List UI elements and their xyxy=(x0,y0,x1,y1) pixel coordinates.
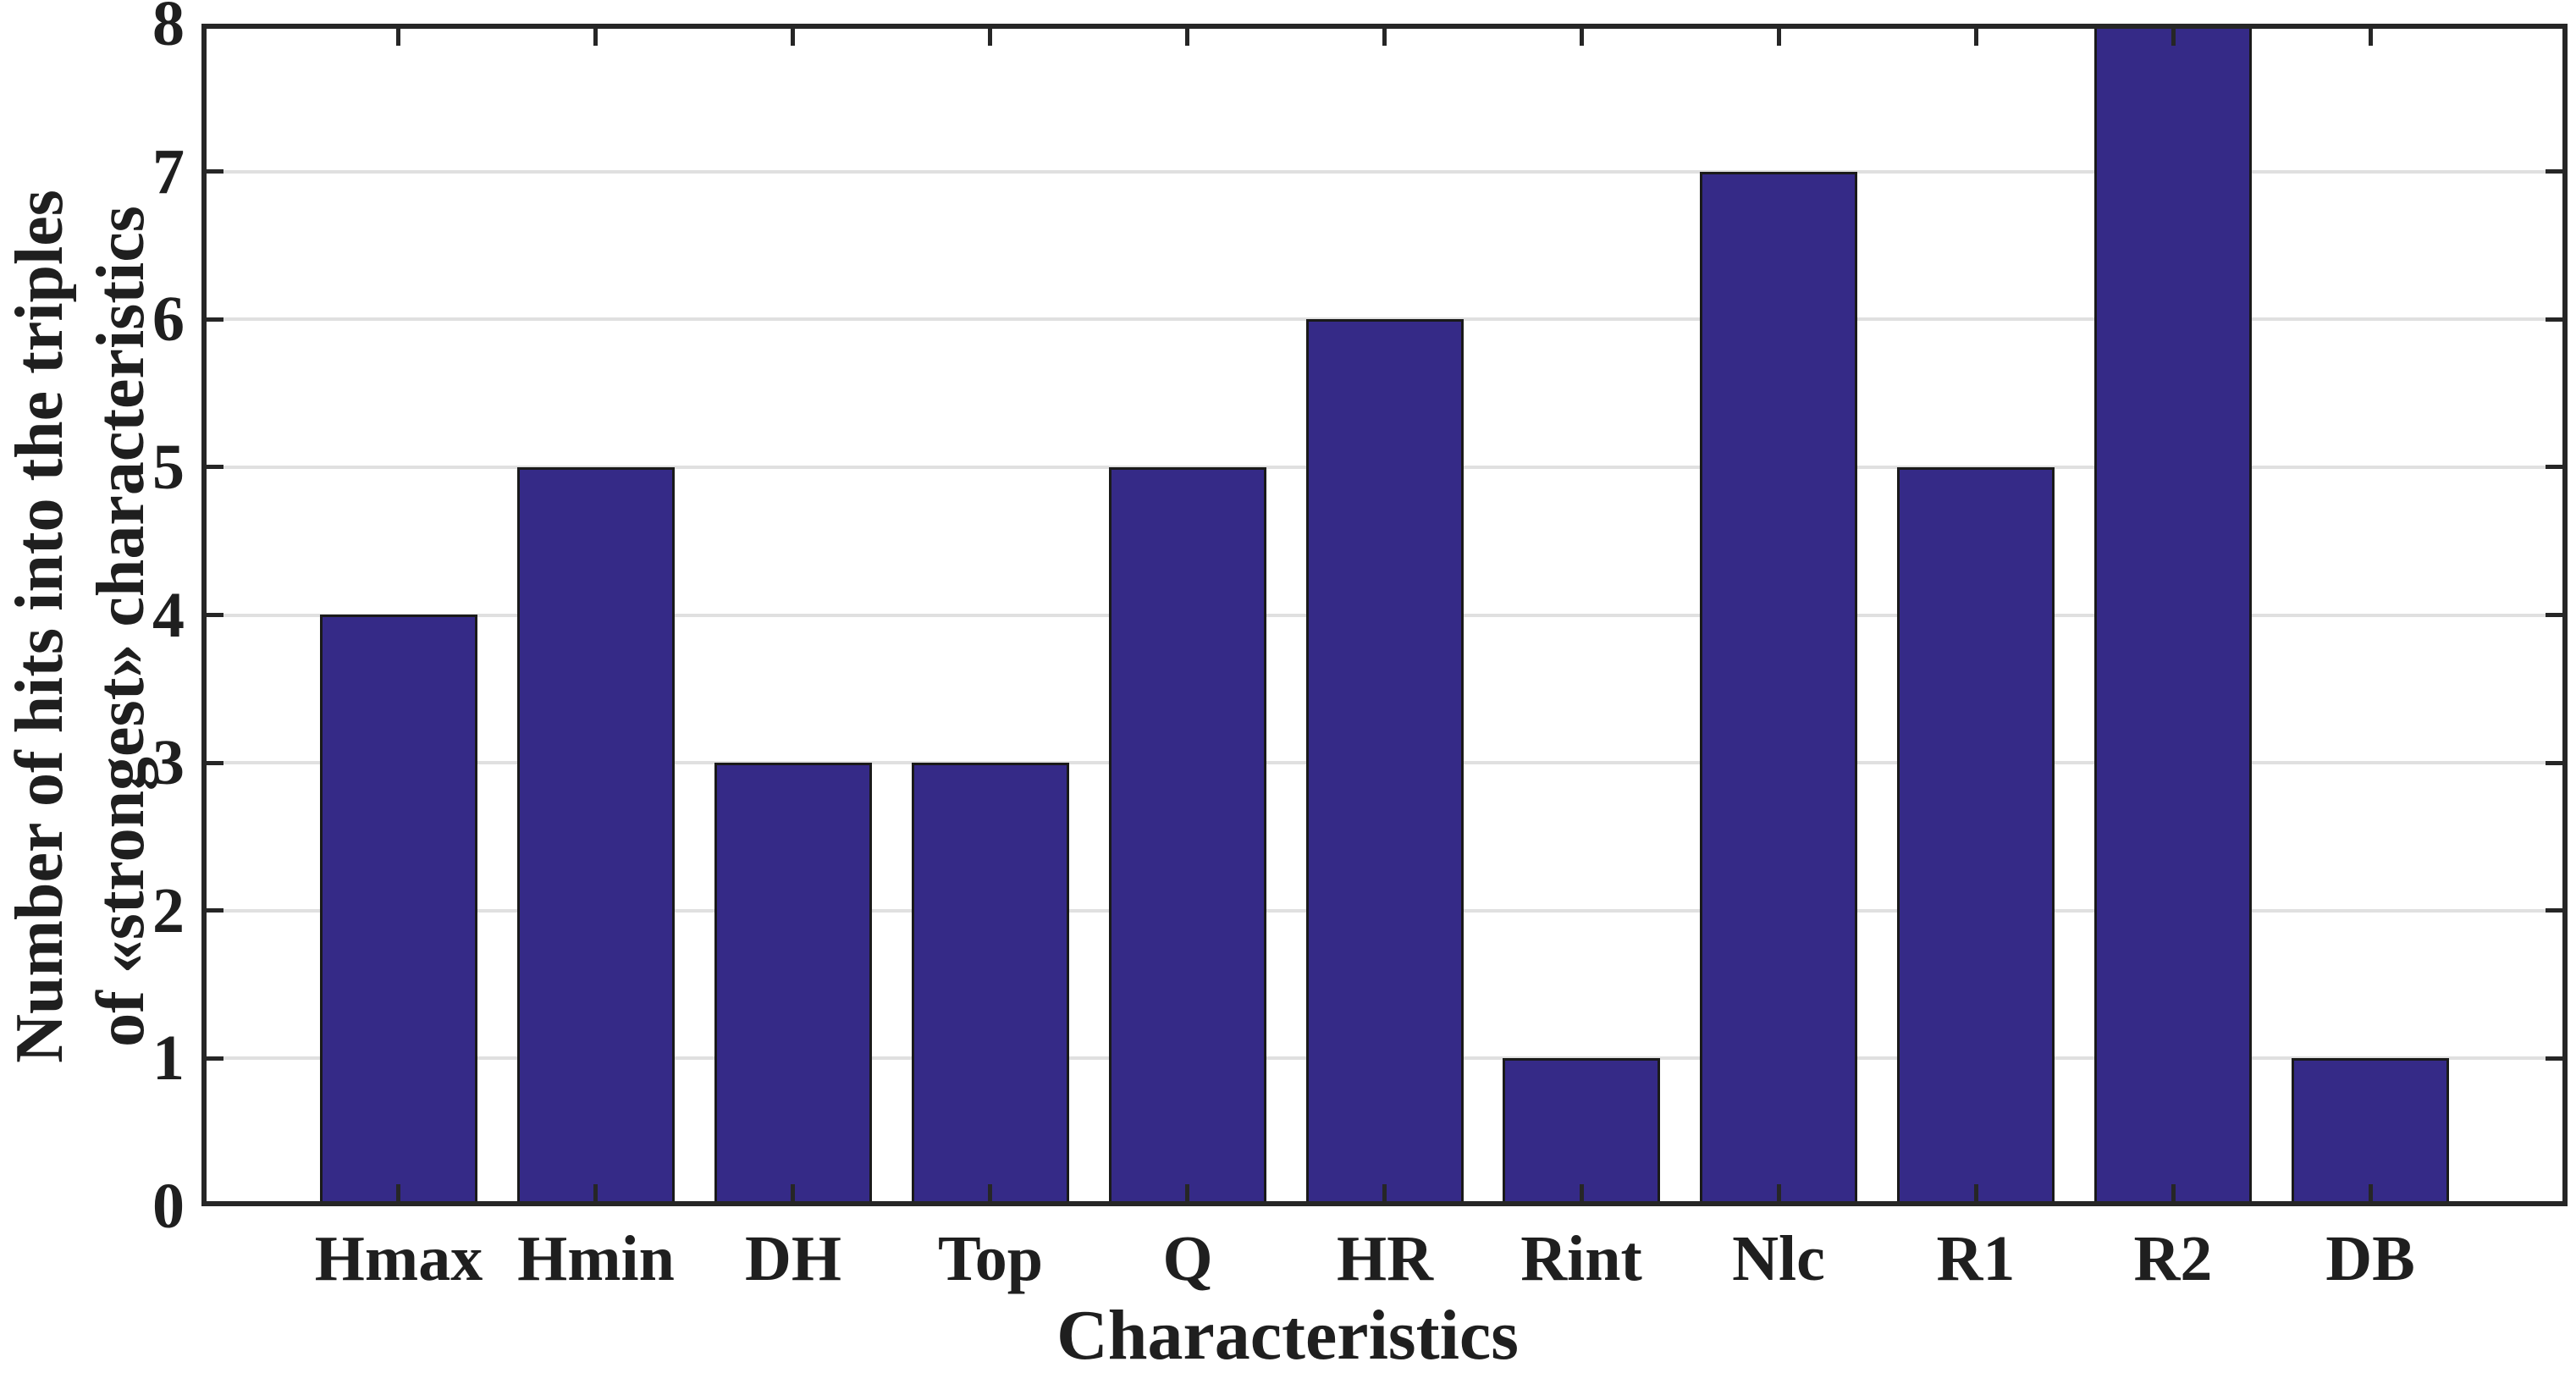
bar-R2 xyxy=(2094,24,2252,1206)
x-tick-top-Hmin xyxy=(593,24,598,46)
y-tick-label-1: 1 xyxy=(152,1023,185,1094)
x-tick-label-DH: DH xyxy=(745,1223,841,1294)
x-tick-top-Hmax xyxy=(396,24,400,46)
x-tick-top-R2 xyxy=(2171,24,2176,46)
bar-Rint xyxy=(1503,1058,1660,1206)
y-tick-right-1 xyxy=(2546,1056,2568,1061)
y-tick-right-4 xyxy=(2546,613,2568,617)
bar-R1 xyxy=(1897,467,2055,1206)
x-tick-bottom-Top xyxy=(988,1184,992,1206)
y-tick-left-3 xyxy=(201,761,223,765)
plot-area xyxy=(201,24,2568,1206)
x-tick-bottom-R1 xyxy=(1974,1184,1978,1206)
y-tick-left-7 xyxy=(201,169,223,174)
bar-DH xyxy=(714,763,872,1206)
x-tick-bottom-Nlc xyxy=(1777,1184,1781,1206)
bar-Hmax xyxy=(320,615,477,1206)
x-tick-top-DB xyxy=(2369,24,2373,46)
x-tick-label-R2: R2 xyxy=(2133,1223,2213,1294)
gridline-y-7 xyxy=(201,169,2568,174)
bar-Q xyxy=(1109,467,1266,1206)
y-tick-left-6 xyxy=(201,317,223,322)
x-tick-top-Q xyxy=(1185,24,1189,46)
x-tick-top-Top xyxy=(988,24,992,46)
y-tick-left-5 xyxy=(201,465,223,469)
bar-Nlc xyxy=(1700,172,1857,1206)
y-tick-right-6 xyxy=(2546,317,2568,322)
y-tick-label-7: 7 xyxy=(152,136,185,207)
y-tick-label-0: 0 xyxy=(152,1171,185,1242)
bar-HR xyxy=(1306,319,1464,1206)
bar-Hmin xyxy=(517,467,675,1206)
y-tick-label-5: 5 xyxy=(152,432,185,503)
axis-spine-right xyxy=(2562,24,2568,1206)
y-tick-right-2 xyxy=(2546,908,2568,913)
axis-spine-top xyxy=(201,24,2568,29)
y-tick-label-4: 4 xyxy=(152,580,185,651)
bar-DB xyxy=(2292,1058,2449,1206)
y-tick-label-2: 2 xyxy=(152,875,185,946)
y-tick-label-6: 6 xyxy=(152,284,185,355)
x-tick-bottom-R2 xyxy=(2171,1184,2176,1206)
y-tick-label-8: 8 xyxy=(152,0,185,59)
x-tick-label-Q: Q xyxy=(1162,1223,1213,1294)
x-tick-bottom-Rint xyxy=(1580,1184,1584,1206)
x-tick-label-HR: HR xyxy=(1337,1223,1433,1294)
x-tick-top-DH xyxy=(791,24,795,46)
y-tick-left-1 xyxy=(201,1056,223,1061)
axis-spine-left xyxy=(201,24,207,1206)
x-tick-bottom-DH xyxy=(791,1184,795,1206)
x-tick-label-DB: DB xyxy=(2325,1223,2415,1294)
y-tick-left-2 xyxy=(201,908,223,913)
x-tick-top-HR xyxy=(1382,24,1387,46)
x-tick-bottom-Q xyxy=(1185,1184,1189,1206)
x-tick-top-Nlc xyxy=(1777,24,1781,46)
y-axis-label-line-1: Number of hits into the triples xyxy=(3,190,77,1063)
y-tick-label-3: 3 xyxy=(152,727,185,798)
x-axis-label: Characteristics xyxy=(1056,1296,1519,1373)
y-tick-left-4 xyxy=(201,613,223,617)
bar-Top xyxy=(912,763,1069,1206)
x-tick-label-Hmin: Hmin xyxy=(517,1223,675,1294)
x-tick-top-R1 xyxy=(1974,24,1978,46)
y-axis-label-text: Number of hits into the triples of «stro… xyxy=(0,190,162,1063)
y-tick-right-5 xyxy=(2546,465,2568,469)
x-tick-label-Nlc: Nlc xyxy=(1732,1223,1825,1294)
x-tick-bottom-DB xyxy=(2369,1184,2373,1206)
x-tick-bottom-Hmin xyxy=(593,1184,598,1206)
y-tick-right-3 xyxy=(2546,761,2568,765)
x-tick-label-Hmax: Hmax xyxy=(314,1223,483,1294)
x-tick-label-Top: Top xyxy=(938,1223,1043,1294)
x-tick-top-Rint xyxy=(1580,24,1584,46)
axis-spine-bottom xyxy=(201,1201,2568,1206)
x-tick-bottom-Hmax xyxy=(396,1184,400,1206)
y-axis-label-line-2: of «strongest» characteristics xyxy=(84,206,158,1047)
x-tick-label-Rint: Rint xyxy=(1520,1223,1642,1294)
y-tick-right-7 xyxy=(2546,169,2568,174)
x-tick-bottom-HR xyxy=(1382,1184,1387,1206)
x-tick-label-R1: R1 xyxy=(1936,1223,2016,1294)
